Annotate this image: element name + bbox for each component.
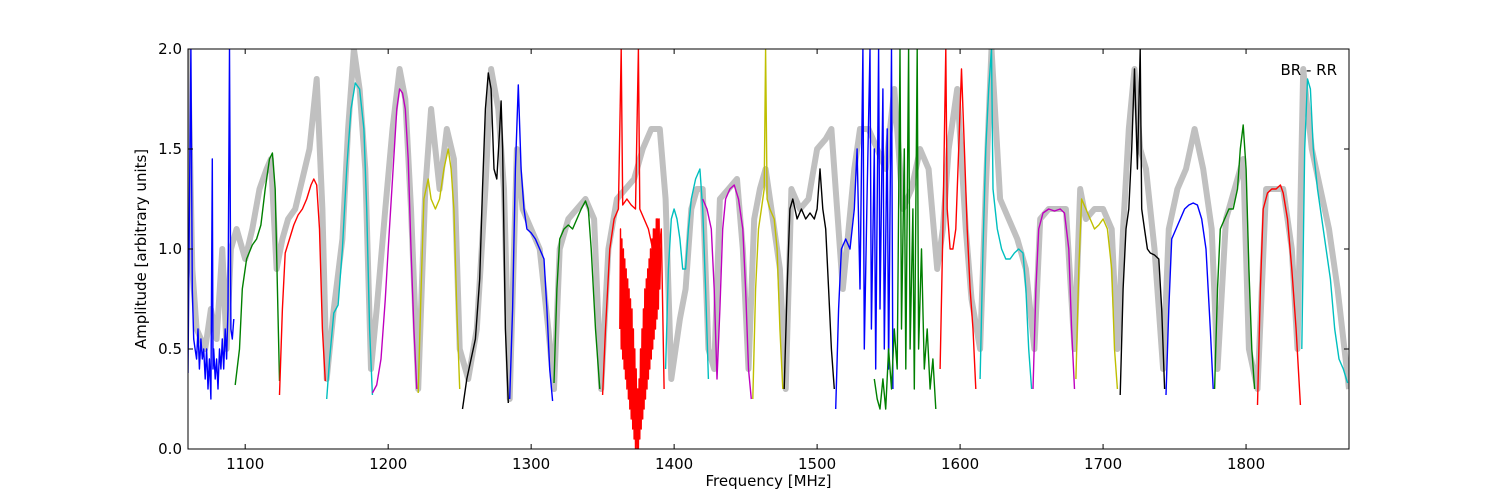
y-tick-label: 0.5 [158,340,182,358]
series-line-4 [326,82,374,400]
series-line-2 [234,152,281,386]
y-axis: 0.0 0.5 1.0 1.5 2.0 [158,40,1349,458]
x-tick-label: 1500 [798,455,836,473]
series-line-23 [1165,202,1214,396]
series-line-17 [873,49,937,410]
y-tick-label: 2.0 [158,40,182,58]
x-tick-label: 1700 [1084,455,1122,473]
series-line-25 [1256,184,1302,406]
series-line-15 [783,168,835,390]
x-tick-label: 1600 [941,455,979,473]
series-line-14 [752,49,784,400]
y-axis-title: Amplitude [arbitrary units] [132,149,150,349]
annotation-label: BR - RR [1280,61,1337,79]
plot-content [188,49,1349,449]
series-line-20 [1032,208,1076,390]
series-line-21 [1075,198,1119,390]
series-line-13 [702,184,752,400]
series-group [188,49,1349,449]
y-tick-label: 0.0 [158,440,182,458]
series-line-9 [553,200,601,390]
y-tick-label: 1.0 [158,240,182,258]
x-tick-label: 1200 [369,455,407,473]
series-line-3 [278,178,326,396]
x-tick-label: 1400 [655,455,693,473]
series-line-16 [835,49,894,410]
series-line-6 [417,148,461,394]
y-tick-label: 1.5 [158,140,182,158]
x-tick-label: 1800 [1227,455,1265,473]
series-line-8 [509,84,554,402]
x-tick-label: 1300 [512,455,550,473]
series-line-7 [461,72,509,410]
series-line-19 [979,49,1033,390]
series-line-11 [619,218,662,449]
x-axis-title: Frequency [MHz] [705,472,831,490]
x-axis: 1100 1200 1300 1400 1500 1600 1700 1800 [226,49,1265,473]
x-tick-label: 1100 [226,455,264,473]
series-line-24 [1213,124,1256,390]
series-line-22 [1119,49,1166,396]
series-line-5 [371,88,418,394]
series-line-12 [664,168,710,380]
series-line-1 [188,49,235,400]
series-line-26 [1301,78,1349,384]
series-line-18 [939,49,977,390]
